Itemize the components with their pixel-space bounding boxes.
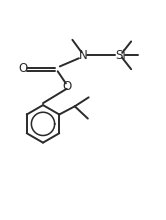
Text: O: O — [62, 80, 71, 93]
Text: Si: Si — [115, 49, 126, 62]
Text: O: O — [18, 62, 27, 75]
Text: N: N — [79, 49, 87, 62]
